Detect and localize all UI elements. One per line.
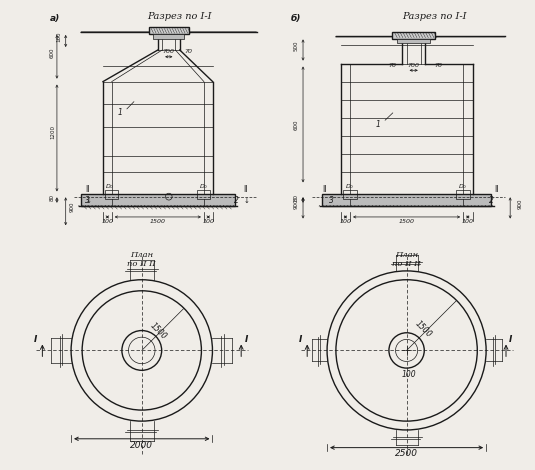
Text: 3: 3: [329, 196, 334, 205]
Text: 70: 70: [435, 63, 443, 68]
Text: 100: 100: [339, 219, 351, 224]
Text: 900: 900: [70, 202, 75, 212]
Text: 1500: 1500: [413, 319, 433, 339]
Text: 3: 3: [85, 196, 90, 205]
Bar: [197, 190, 210, 199]
Text: по II II: по II II: [127, 260, 156, 268]
Text: 900: 900: [294, 198, 299, 209]
Text: 700: 700: [163, 49, 175, 55]
Text: $\downarrow$: $\downarrow$: [84, 196, 91, 205]
Bar: [154, 34, 184, 39]
Text: 2500: 2500: [395, 449, 418, 458]
Text: 160: 160: [57, 31, 62, 42]
Text: I: I: [509, 335, 513, 344]
Text: 1: 1: [376, 120, 381, 129]
Text: I: I: [244, 335, 248, 344]
Text: I: I: [299, 335, 302, 344]
Text: $D_0$: $D_0$: [458, 181, 468, 190]
Bar: [343, 190, 357, 199]
Text: 1500: 1500: [150, 219, 166, 224]
Text: Разрез по I-I: Разрез по I-I: [148, 12, 212, 21]
Text: Разрез по I-I: Разрез по I-I: [403, 12, 467, 21]
Text: 2: 2: [489, 196, 494, 205]
Bar: [149, 27, 188, 34]
Bar: [397, 39, 430, 43]
Text: План: План: [395, 251, 418, 259]
Text: 100: 100: [401, 370, 416, 379]
Text: 100: 100: [202, 219, 215, 224]
Bar: [393, 32, 435, 39]
Bar: [105, 190, 118, 199]
Text: 500: 500: [294, 40, 299, 51]
Text: II: II: [86, 185, 90, 194]
Text: а): а): [50, 14, 60, 23]
Text: 600: 600: [50, 47, 55, 58]
Text: II: II: [243, 185, 248, 194]
Text: 70: 70: [184, 49, 192, 55]
Text: 1500: 1500: [399, 219, 415, 224]
Text: $D_0$: $D_0$: [346, 181, 355, 190]
Text: 600: 600: [294, 119, 299, 130]
Text: 700: 700: [408, 63, 419, 68]
Text: 100: 100: [462, 219, 474, 224]
Text: $\downarrow$: $\downarrow$: [242, 196, 249, 205]
Text: 1500: 1500: [148, 321, 169, 341]
Text: 2000: 2000: [131, 441, 153, 450]
Text: 2: 2: [234, 196, 239, 205]
Text: 1200: 1200: [50, 125, 55, 139]
Bar: [322, 195, 491, 206]
Text: $D_0$: $D_0$: [105, 181, 114, 190]
Text: 80: 80: [294, 194, 299, 201]
Text: 80: 80: [50, 194, 55, 201]
Bar: [81, 195, 234, 206]
Text: 900: 900: [517, 198, 522, 209]
Text: б): б): [291, 14, 302, 23]
Text: План: План: [130, 251, 154, 259]
Text: I: I: [34, 335, 37, 344]
Bar: [456, 190, 470, 199]
Text: 70: 70: [388, 63, 396, 68]
Text: по II II: по II II: [392, 260, 421, 268]
Text: $D_0$: $D_0$: [199, 181, 209, 190]
Text: II: II: [494, 185, 498, 194]
Text: 100: 100: [101, 219, 113, 224]
Text: II: II: [322, 185, 326, 194]
Text: 1: 1: [118, 109, 123, 118]
